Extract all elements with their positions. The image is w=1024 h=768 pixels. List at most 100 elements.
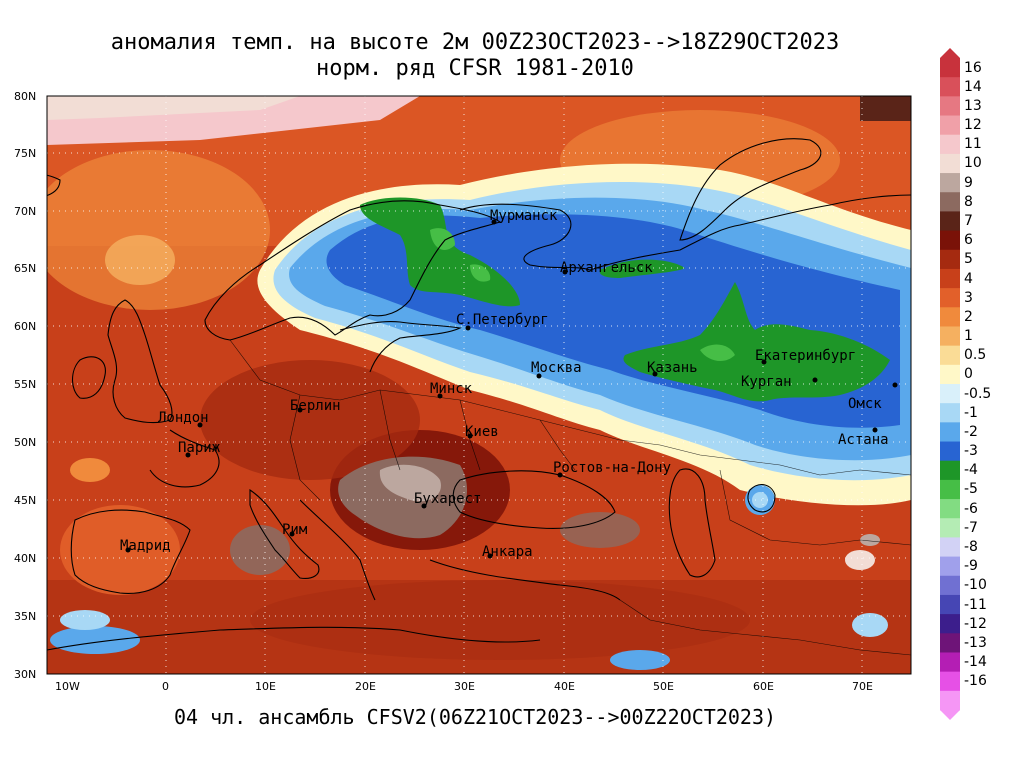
coastlines — [47, 138, 911, 651]
colorbar-swatch — [940, 96, 960, 117]
colorbar-swatch — [940, 58, 960, 78]
colorbar-tick-label: -13 — [964, 634, 987, 651]
colorbar-swatch — [940, 594, 960, 615]
city-markers: Мурманск Архангельск С.Петербург Москва … — [120, 208, 898, 560]
colorbar-swatch — [940, 288, 960, 308]
lat-label: 40N — [14, 552, 37, 565]
colorbar-swatch — [940, 211, 960, 232]
lat-label: 75N — [14, 147, 37, 160]
city-dot-murmansk — [491, 219, 497, 225]
colorbar-swatch — [940, 441, 960, 462]
colorbar-tick-label: 9 — [964, 174, 973, 191]
city-label-london: Лондон — [158, 410, 209, 426]
lon-label: 70E — [852, 680, 873, 693]
colorbar-swatch — [940, 614, 960, 634]
lat-label: 30N — [14, 668, 37, 681]
colorbar-tick-label: 16 — [964, 59, 982, 76]
colorbar-tick-label: 14 — [964, 78, 982, 95]
colorbar-swatch — [940, 575, 960, 596]
lat-label: 55N — [14, 378, 37, 391]
city-label-spb: С.Петербург — [456, 312, 549, 328]
colorbar-tick-label: -6 — [964, 500, 978, 517]
colorbar-swatch — [940, 671, 960, 692]
city-label-kazan: Казань — [647, 360, 698, 376]
colorbar-swatch — [940, 192, 960, 212]
colorbar-tick-label: 13 — [964, 97, 982, 114]
colorbar-swatch — [940, 518, 960, 538]
city-dot-rome — [289, 531, 295, 537]
city-label-arkhangelsk: Архангельск — [560, 260, 653, 276]
lat-label: 60N — [14, 320, 37, 333]
colorbar-tick-label: -12 — [964, 615, 987, 632]
city-label-ankara: Анкара — [482, 544, 533, 560]
colorbar-tick-label: 12 — [964, 117, 982, 134]
city-dot-arkhangelsk — [562, 269, 568, 275]
colorbar-tick-label: 5 — [964, 251, 973, 268]
colorbar-swatch — [940, 422, 960, 443]
colorbar-swatch — [940, 460, 960, 481]
colorbar-swatch — [940, 556, 960, 577]
city-dot-ankara — [487, 553, 493, 559]
lon-label: 60E — [753, 680, 774, 693]
colorbar-tick-label: -7 — [964, 519, 978, 536]
city-dot-moscow — [536, 373, 542, 379]
colorbar-tick-label: -0.5 — [964, 385, 992, 402]
lon-label: 50E — [653, 680, 674, 693]
city-dot-kiev — [467, 433, 473, 439]
city-dot-berlin — [297, 407, 303, 413]
map-subtitle-normals: норм. ряд CFSR 1981-2010 — [316, 56, 634, 81]
lat-label: 80N — [14, 90, 37, 103]
colorbar-tick-label: -1 — [964, 404, 978, 421]
city-dot-paris — [185, 452, 191, 458]
city-label-omsk: Омск — [848, 396, 882, 412]
colorbar-tick-label: 0 — [964, 366, 973, 383]
colorbar — [940, 48, 960, 720]
city-dot-astana — [872, 427, 878, 433]
anomaly-field — [47, 96, 911, 674]
city-label-madrid: Мадрид — [120, 538, 171, 554]
colorbar-tick-label: -10 — [964, 577, 987, 594]
ensemble-caption: 04 чл. ансамбль CFSV2(06Z21OCT2023-->00Z… — [173, 705, 777, 729]
colorbar-swatch — [940, 230, 960, 251]
city-dot-kurgan — [812, 377, 818, 383]
colorbar-swatch — [940, 403, 960, 423]
colorbar-tick-label: 2 — [964, 308, 973, 325]
colorbar-tick-label: -4 — [964, 462, 978, 479]
colorbar-arrow-top — [940, 48, 960, 58]
colorbar-swatch — [940, 384, 960, 404]
lon-label: 10E — [255, 680, 276, 693]
colorbar-tick-label: -2 — [964, 423, 978, 440]
lat-label: 70N — [14, 205, 37, 218]
city-label-kurgan: Курган — [741, 374, 792, 390]
city-dot-kazan — [652, 371, 658, 377]
colorbar-tick-label: -8 — [964, 539, 978, 555]
colorbar-swatch — [940, 249, 960, 270]
city-dot-omsk — [892, 382, 898, 388]
colorbar-swatch — [940, 115, 960, 136]
colorbar-tick-label: 6 — [964, 232, 973, 249]
borders — [229, 339, 911, 656]
colorbar-tick-label: 3 — [964, 289, 973, 306]
lon-label: 10W — [55, 680, 80, 693]
city-dot-madrid — [125, 547, 131, 553]
lat-label: 65N — [14, 262, 37, 275]
lat-label: 45N — [14, 494, 37, 507]
colorbar-swatch — [940, 537, 960, 558]
city-dot-bucharest — [421, 503, 427, 509]
colorbar-tick-label: 8 — [964, 193, 973, 210]
colorbar-tick-label: -14 — [964, 654, 987, 671]
city-label-paris: Париж — [178, 440, 221, 456]
colorbar-tick-label: -3 — [964, 443, 978, 460]
map-title: аномалия темп. на высоте 2м 00Z23OCT2023… — [110, 30, 840, 55]
city-dot-london — [197, 422, 203, 428]
lat-label: 50N — [14, 436, 37, 449]
city-label-ekaterinburg: Екатеринбург — [755, 348, 856, 364]
city-dot-rostov — [557, 472, 563, 478]
colorbar-swatch — [940, 690, 960, 711]
colorbar-swatch — [940, 268, 960, 289]
colorbar-swatch — [940, 652, 960, 673]
colorbar-swatch — [940, 153, 960, 174]
colorbar-tick-label: 7 — [964, 213, 973, 229]
city-label-bucharest: Бухарест — [414, 491, 481, 507]
